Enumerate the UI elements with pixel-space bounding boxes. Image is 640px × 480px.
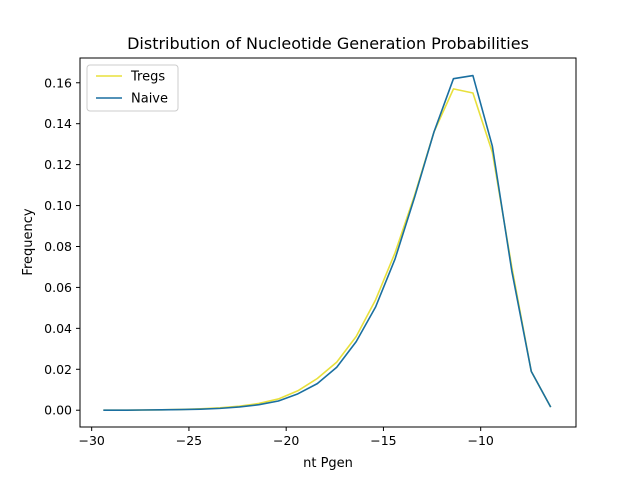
legend-label-tregs: Tregs (130, 70, 165, 85)
y-tick-label: 0.06 (44, 280, 72, 295)
y-tick-label: 0.00 (44, 403, 72, 418)
series-line-naive (103, 74, 552, 412)
y-tick-label: 0.12 (44, 157, 72, 172)
x-tick-label: −20 (273, 433, 299, 448)
y-tick-label: 0.16 (44, 75, 72, 90)
legend-label-naive: Naive (131, 92, 168, 107)
y-tick-label: 0.04 (44, 321, 72, 336)
x-axis-label: nt Pgen (303, 456, 353, 471)
y-axis-label: Frequency (21, 208, 36, 275)
plot-area (103, 74, 552, 412)
x-tick-label: −15 (370, 433, 396, 448)
axes-frame (79, 57, 577, 428)
x-tick-label: −10 (467, 433, 493, 448)
y-axis: 0.00 0.02 0.04 0.06 0.08 0.10 0.12 0.14 0.16 (44, 75, 80, 418)
x-tick-label: −25 (176, 433, 202, 448)
legend: Tregs Naive (86, 64, 179, 112)
y-tick-label: 0.14 (44, 116, 72, 131)
y-tick-label: 0.08 (44, 239, 72, 254)
x-axis: −30 −25 −20 −15 −10 (78, 427, 494, 448)
series-line-tregs (103, 88, 552, 412)
y-tick-label: 0.02 (44, 362, 72, 377)
x-tick-label: −30 (78, 433, 104, 448)
y-tick-label: 0.10 (44, 198, 72, 213)
chart-title: Distribution of Nucleotide Generation Pr… (127, 34, 529, 53)
